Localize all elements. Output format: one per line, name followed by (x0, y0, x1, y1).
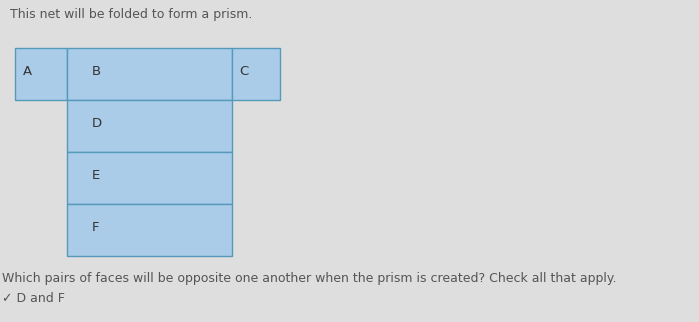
Bar (15, 48, 67, 100)
Bar (67, 152, 232, 204)
Text: C: C (239, 65, 248, 78)
Text: ✓ D and F: ✓ D and F (2, 292, 65, 305)
Text: D: D (92, 117, 102, 130)
Text: B: B (92, 65, 101, 78)
Bar (232, 48, 280, 100)
Text: This net will be folded to form a prism.: This net will be folded to form a prism. (10, 8, 252, 21)
Text: F: F (92, 221, 99, 234)
Text: A: A (23, 65, 32, 78)
Text: Which pairs of faces will be opposite one another when the prism is created? Che: Which pairs of faces will be opposite on… (2, 272, 617, 285)
Text: E: E (92, 169, 100, 182)
Bar (67, 48, 232, 100)
Bar (67, 100, 232, 152)
Bar (67, 204, 232, 256)
